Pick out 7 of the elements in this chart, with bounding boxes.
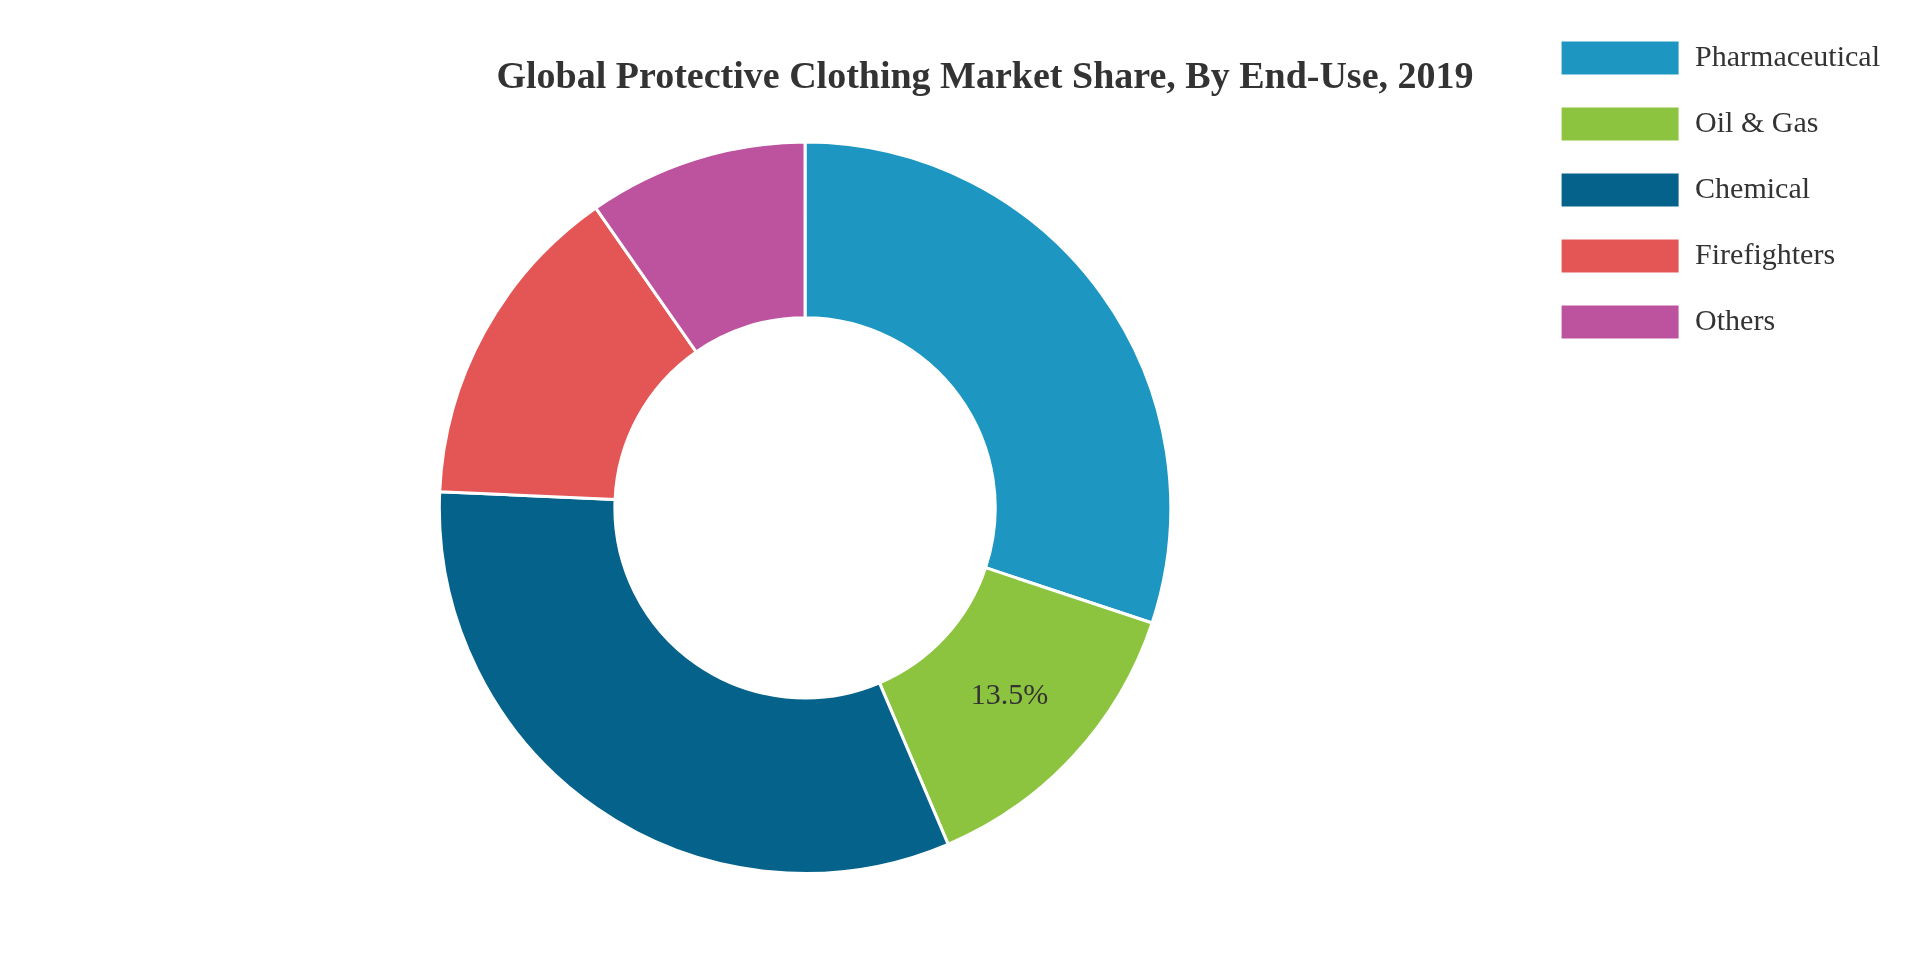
chart-title: Global Protective Clothing Market Share, By End-Use, 2019	[496, 53, 1474, 96]
legend-label: Pharmaceutical	[1695, 38, 1881, 72]
legend-label: Firefighters	[1695, 236, 1836, 270]
legend-label: Others	[1695, 302, 1776, 336]
data-label: 13.5%	[970, 677, 1049, 711]
legend-label: Oil & Gas	[1695, 104, 1819, 138]
legend-label: Chemical	[1695, 170, 1811, 204]
